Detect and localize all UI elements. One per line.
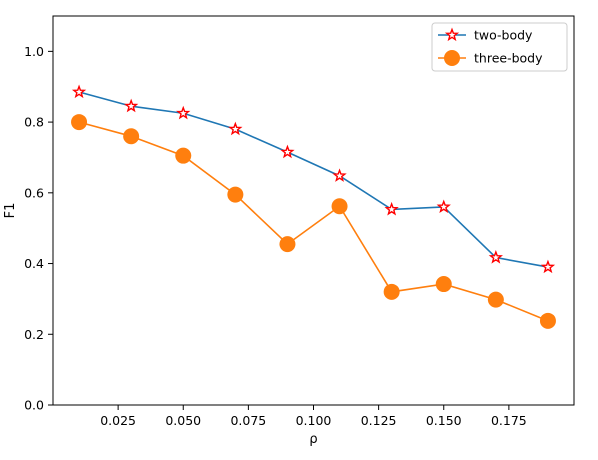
data-point-three-body bbox=[435, 276, 452, 293]
data-point-two-body bbox=[124, 98, 139, 113]
data-point-two-body bbox=[280, 144, 295, 159]
data-point-two-body bbox=[332, 168, 347, 182]
data-point-three-body bbox=[383, 283, 400, 300]
series-line-two-body bbox=[78, 91, 549, 268]
y-tick-label: 0.6 bbox=[24, 185, 44, 200]
y-tick-label: 0.0 bbox=[24, 398, 44, 413]
data-point-three-body bbox=[539, 312, 556, 329]
x-tick-label: 0.150 bbox=[426, 413, 462, 428]
y-tick-label: 0.8 bbox=[24, 115, 44, 130]
legend: two-body three-body bbox=[431, 22, 568, 72]
data-point-two-body bbox=[436, 199, 451, 214]
data-point-two-body bbox=[540, 259, 556, 274]
legend-marker bbox=[444, 50, 460, 66]
data-point-two-body bbox=[71, 84, 87, 99]
data-point-two-body bbox=[176, 105, 191, 120]
plot-frame bbox=[52, 15, 575, 406]
x-tick-label: 0.175 bbox=[491, 413, 527, 428]
data-point-three-body bbox=[123, 128, 140, 145]
y-tick-label: 0.2 bbox=[24, 327, 44, 342]
y-axis-label: F1 bbox=[3, 203, 18, 219]
series-lines bbox=[71, 84, 556, 329]
y-tick-label: 0.4 bbox=[24, 256, 44, 271]
data-point-two-body bbox=[384, 201, 399, 216]
data-point-two-body bbox=[488, 250, 503, 264]
legend-item-two-body: two-body bbox=[438, 27, 533, 43]
axis-ticks: 0.025 0.050 0.075 0.100 0.125 0.150 0.175 0.0 0.… bbox=[24, 44, 527, 428]
x-tick-label: 0.100 bbox=[296, 413, 332, 428]
data-point-three-body bbox=[71, 114, 88, 131]
legend-item-three-body: three-body bbox=[438, 50, 543, 66]
data-point-three-body bbox=[279, 236, 296, 253]
series-three-body bbox=[71, 114, 556, 329]
y-tick-label: 1.0 bbox=[24, 44, 44, 59]
data-point-three-body bbox=[487, 291, 504, 308]
data-point-three-body bbox=[331, 198, 348, 215]
series-line-three-body bbox=[78, 121, 549, 322]
x-tick-label: 0.050 bbox=[165, 413, 201, 428]
data-point-two-body bbox=[228, 121, 243, 136]
x-tick-label: 0.125 bbox=[361, 413, 397, 428]
legend-label: three-body bbox=[474, 51, 543, 66]
x-tick-label: 0.075 bbox=[230, 413, 266, 428]
series-two-body bbox=[71, 84, 556, 274]
legend-label: two-body bbox=[474, 28, 533, 43]
x-axis-label: ρ bbox=[309, 432, 317, 447]
x-tick-label: 0.025 bbox=[100, 413, 136, 428]
data-point-three-body bbox=[175, 147, 192, 164]
legend-marker bbox=[444, 27, 460, 42]
data-point-three-body bbox=[227, 186, 244, 203]
